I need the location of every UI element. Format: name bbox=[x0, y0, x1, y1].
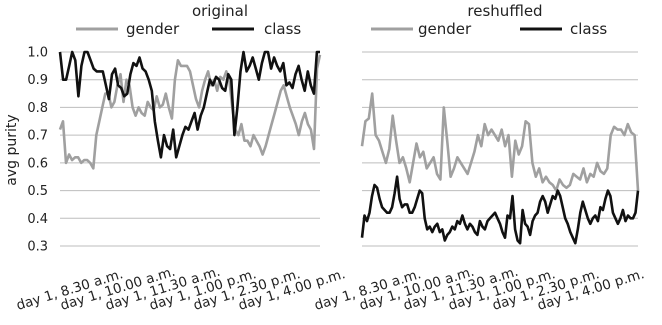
legend-label-class: class bbox=[570, 20, 607, 38]
chart-panel-original: original gender class avg purity 0.30.40… bbox=[4, 2, 347, 314]
grid bbox=[60, 51, 320, 247]
chart-panel-reshuffled: reshuffled gender class day 1, 8.30 a.m.… bbox=[312, 2, 646, 314]
legend: gender class bbox=[371, 20, 607, 38]
y-tick-label: 0.3 bbox=[27, 240, 48, 255]
y-tick-labels: 0.3 0.4 0.5 0.6 0.7 0.8 0.9 1.0 bbox=[27, 46, 48, 255]
series-line-gender bbox=[58, 54, 322, 170]
x-tick-labels: day 1, 8.30 a.m.day 1, 10.00 a.m.day 1, … bbox=[312, 264, 646, 314]
series-lines bbox=[58, 50, 322, 170]
y-axis-label: avg purity bbox=[4, 114, 20, 185]
series-line-class bbox=[360, 175, 640, 245]
y-tick-label: 0.5 bbox=[27, 184, 48, 199]
y-tick-label: 1.0 bbox=[27, 46, 48, 61]
chart-title: original bbox=[192, 2, 248, 20]
series-lines bbox=[360, 92, 640, 245]
x-tick-labels: day 1, 8.30 a.m.day 1, 10.00 a.m.day 1, … bbox=[14, 264, 347, 314]
y-tick-label: 0.9 bbox=[27, 73, 48, 88]
chart-title: reshuffled bbox=[467, 2, 542, 20]
legend-label-gender: gender bbox=[418, 20, 472, 38]
grid bbox=[362, 51, 638, 247]
y-tick-label: 0.4 bbox=[27, 212, 48, 227]
y-tick-label: 0.8 bbox=[27, 101, 48, 116]
legend: gender class bbox=[76, 20, 301, 38]
y-tick-label: 0.7 bbox=[27, 129, 48, 144]
series-line-gender bbox=[360, 92, 640, 192]
series-line-class bbox=[58, 50, 320, 159]
legend-label-class: class bbox=[264, 20, 301, 38]
legend-label-gender: gender bbox=[126, 20, 180, 38]
y-tick-label: 0.6 bbox=[27, 156, 48, 171]
